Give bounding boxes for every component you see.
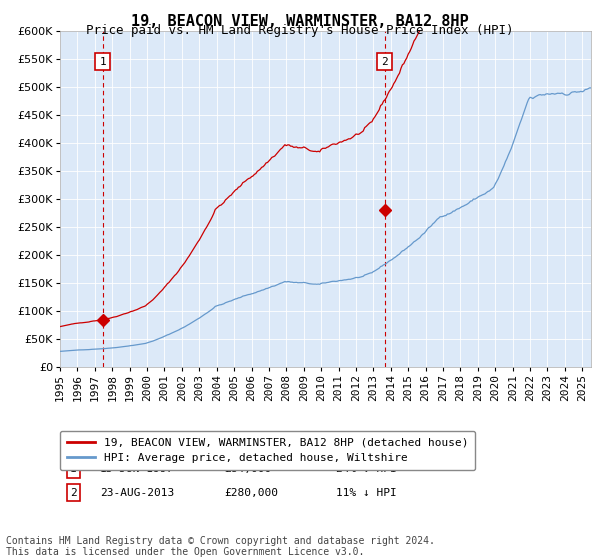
Text: 2: 2 xyxy=(381,57,388,67)
Text: 1: 1 xyxy=(70,464,77,474)
Text: 11% ↓ HPI: 11% ↓ HPI xyxy=(336,488,397,498)
Text: 13-JUN-1997: 13-JUN-1997 xyxy=(100,464,174,474)
Text: Price paid vs. HM Land Registry's House Price Index (HPI): Price paid vs. HM Land Registry's House … xyxy=(86,24,514,37)
Text: £280,000: £280,000 xyxy=(224,488,278,498)
Legend: 19, BEACON VIEW, WARMINSTER, BA12 8HP (detached house), HPI: Average price, deta: 19, BEACON VIEW, WARMINSTER, BA12 8HP (d… xyxy=(60,431,475,470)
Text: 19, BEACON VIEW, WARMINSTER, BA12 8HP: 19, BEACON VIEW, WARMINSTER, BA12 8HP xyxy=(131,14,469,29)
Text: 2: 2 xyxy=(70,488,77,498)
Text: 1: 1 xyxy=(99,57,106,67)
Text: 23-AUG-2013: 23-AUG-2013 xyxy=(100,488,174,498)
Text: £84,000: £84,000 xyxy=(224,464,272,474)
Text: Contains HM Land Registry data © Crown copyright and database right 2024.
This d: Contains HM Land Registry data © Crown c… xyxy=(6,535,435,557)
Text: 24% ↓ HPI: 24% ↓ HPI xyxy=(336,464,397,474)
